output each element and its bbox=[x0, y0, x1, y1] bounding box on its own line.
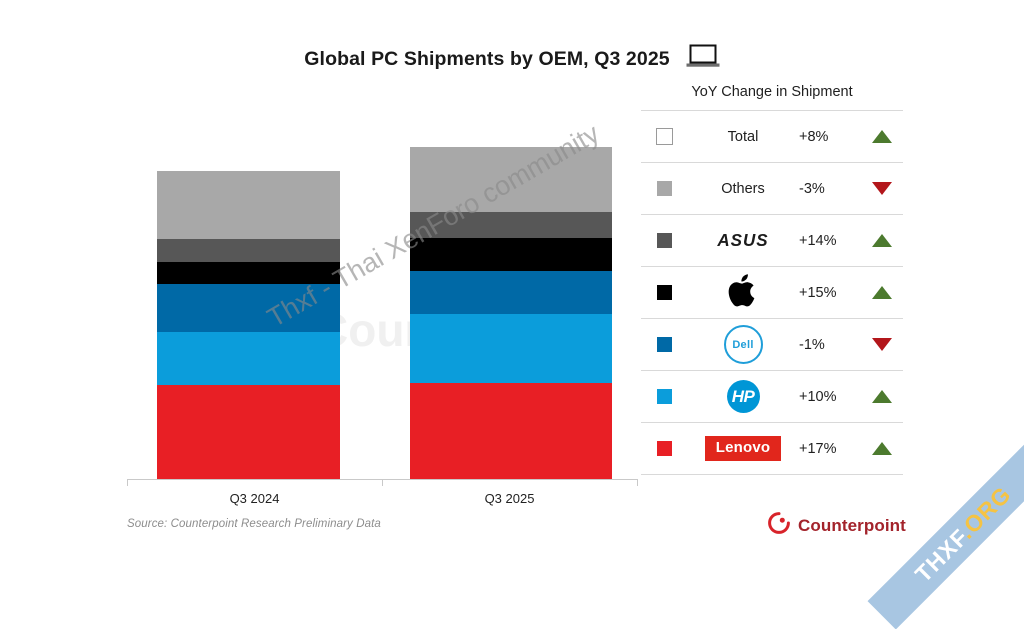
color-swatch-asus bbox=[656, 233, 672, 248]
brand-cell: Dell bbox=[687, 325, 799, 364]
chart-plot-area: Thxf - Thai XenForo community Q3 2024 Q3… bbox=[127, 118, 638, 530]
x-axis-label-q3-2025: Q3 2025 bbox=[484, 491, 535, 506]
color-swatch-others bbox=[656, 181, 672, 196]
yoy-value-total: +8% bbox=[799, 128, 829, 145]
color-swatch-lenovo bbox=[656, 441, 672, 456]
counterpoint-brand: Counterpoint bbox=[768, 512, 906, 539]
bar-segment-apple bbox=[157, 262, 340, 284]
swatch-cell bbox=[641, 285, 687, 300]
arrow-down-icon bbox=[872, 182, 892, 195]
counterpoint-mark-icon bbox=[768, 512, 790, 539]
swatch-cell bbox=[641, 337, 687, 352]
legend-rows: Total +8% Others -3% bbox=[641, 110, 903, 475]
yoy-legend-panel: YoY Change in Shipment Total +8% bbox=[641, 84, 903, 475]
ribbon-suffix-text: .ORG bbox=[953, 480, 1016, 544]
arrow-cell bbox=[861, 338, 903, 351]
swatch-cell bbox=[641, 441, 687, 456]
bar-segment-others bbox=[157, 171, 340, 239]
lenovo-logo-icon: Lenovo bbox=[704, 436, 782, 461]
axis-tick bbox=[637, 479, 638, 486]
color-swatch-hp bbox=[656, 389, 672, 404]
arrow-cell bbox=[861, 234, 903, 247]
arrow-down-icon bbox=[872, 338, 892, 351]
swatch-cell bbox=[641, 389, 687, 404]
swatch-cell bbox=[641, 233, 687, 248]
axis-tick bbox=[127, 479, 128, 486]
chart-title-row: Global PC Shipments by OEM, Q3 2025 bbox=[0, 44, 1024, 75]
legend-row-lenovo[interactable]: Lenovo +17% bbox=[641, 423, 903, 475]
brand-cell bbox=[687, 273, 799, 313]
arrow-up-icon bbox=[872, 286, 892, 299]
arrow-cell bbox=[861, 182, 903, 195]
swatch-cell bbox=[641, 181, 687, 196]
slide-canvas: Counterpoint Global PC Shipments by OEM,… bbox=[0, 44, 1024, 629]
bar-segment-hp bbox=[157, 332, 340, 385]
bar-q3-2024[interactable] bbox=[157, 171, 340, 479]
arrow-up-icon bbox=[872, 234, 892, 247]
yoy-value-lenovo: +17% bbox=[799, 440, 837, 457]
brand-cell: Others bbox=[687, 181, 799, 197]
yoy-value-dell: -1% bbox=[799, 336, 825, 353]
arrow-up-icon bbox=[872, 390, 892, 403]
arrow-up-icon bbox=[872, 442, 892, 455]
bar-segment-hp bbox=[410, 314, 612, 383]
brand-cell: HP bbox=[687, 380, 799, 413]
laptop-icon bbox=[686, 44, 720, 75]
bar-segment-dell bbox=[157, 284, 340, 332]
apple-logo-icon bbox=[728, 273, 758, 313]
bar-segment-apple bbox=[410, 238, 612, 271]
panel-header: YoY Change in Shipment bbox=[691, 84, 853, 100]
counterpoint-wordmark: Counterpoint bbox=[798, 515, 906, 535]
asus-logo-icon: ASUS bbox=[717, 230, 769, 250]
yoy-value-hp: +10% bbox=[799, 388, 837, 405]
bar-segment-asus bbox=[410, 212, 612, 238]
legend-row-hp[interactable]: HP +10% bbox=[641, 371, 903, 423]
yoy-value-asus: +14% bbox=[799, 232, 837, 249]
hp-logo-icon: HP bbox=[726, 380, 760, 413]
dell-logo-icon: Dell bbox=[723, 325, 763, 364]
page-title: Global PC Shipments by OEM, Q3 2025 bbox=[304, 48, 670, 70]
swatch-cell bbox=[641, 128, 687, 145]
hp-logo-text: HP bbox=[731, 386, 755, 406]
legend-row-apple[interactable]: +15% bbox=[641, 267, 903, 319]
ribbon-main-text: THXF bbox=[909, 524, 972, 587]
brand-label-others: Others bbox=[721, 180, 765, 197]
legend-row-dell[interactable]: Dell -1% bbox=[641, 319, 903, 371]
legend-row-others[interactable]: Others -3% bbox=[641, 163, 903, 215]
color-swatch-dell bbox=[656, 337, 672, 352]
arrow-cell bbox=[861, 442, 903, 455]
arrow-cell bbox=[861, 130, 903, 143]
arrow-cell bbox=[861, 286, 903, 299]
bar-segment-dell bbox=[410, 271, 612, 314]
arrow-up-icon bbox=[872, 130, 892, 143]
brand-label-total: Total bbox=[727, 128, 759, 145]
yoy-value-others: -3% bbox=[799, 180, 825, 197]
bar-segment-lenovo bbox=[157, 385, 340, 479]
brand-cell: Lenovo bbox=[687, 436, 799, 461]
source-note: Source: Counterpoint Research Preliminar… bbox=[127, 518, 381, 530]
brand-cell: Total bbox=[687, 129, 799, 145]
dell-logo-text: Dell bbox=[732, 338, 754, 351]
color-swatch-total bbox=[655, 128, 673, 145]
brand-cell: ASUS bbox=[687, 230, 799, 251]
axis-tick bbox=[382, 479, 383, 486]
arrow-cell bbox=[861, 390, 903, 403]
legend-row-total[interactable]: Total +8% bbox=[641, 111, 903, 163]
bar-segment-lenovo bbox=[410, 383, 612, 479]
color-swatch-apple bbox=[656, 285, 672, 300]
yoy-value-apple: +15% bbox=[799, 284, 837, 301]
legend-row-asus[interactable]: ASUS +14% bbox=[641, 215, 903, 267]
x-axis-label-q3-2024: Q3 2024 bbox=[229, 491, 280, 506]
bar-segment-others bbox=[410, 147, 612, 212]
bar-segment-asus bbox=[157, 239, 340, 262]
bar-q3-2025[interactable] bbox=[410, 147, 612, 479]
